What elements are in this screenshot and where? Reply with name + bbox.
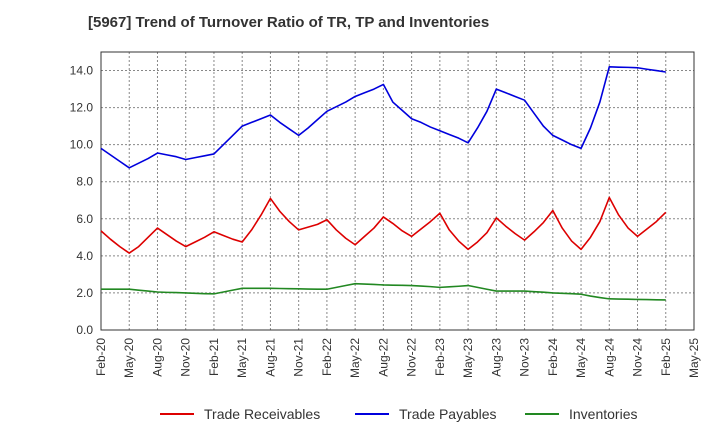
x-tick-label: Feb-22 [320,338,334,376]
x-tick-label: Feb-25 [659,338,673,376]
y-tick-label: 10.0 [70,138,94,152]
x-tick-label: Aug-24 [602,338,616,377]
x-tick-label: Feb-23 [433,338,447,376]
x-tick-label: May-20 [122,338,136,378]
grid-lines [100,52,695,331]
legend-label: Inventories [569,406,637,422]
series-line-trade-payables [100,66,666,169]
x-tick-label: Aug-23 [489,338,503,377]
x-tick-label: May-24 [574,338,588,378]
x-tick-label: May-25 [687,338,701,378]
y-tick-label: 4.0 [76,249,93,263]
series-lines [100,66,667,301]
x-tick-label: Feb-20 [94,338,108,376]
x-tick-label: Aug-22 [376,338,390,377]
series-line-inventories [101,282,666,301]
x-tick-label: Feb-24 [546,338,560,376]
x-tick-label: May-22 [348,338,362,378]
y-tick-label: 0.0 [76,323,93,337]
x-tick-label: Nov-24 [631,338,645,377]
y-tick-label: 14.0 [70,64,94,78]
y-tick-label: 2.0 [76,286,93,300]
legend-label: Trade Receivables [204,406,320,422]
series-line-trade-receivables [100,196,667,254]
x-tick-label: May-23 [461,338,475,378]
x-tick-label: Nov-22 [405,338,419,377]
y-tick-label: 6.0 [76,212,93,226]
x-tick-label: May-21 [235,338,249,378]
legend: Trade Receivables Trade Payables Inventori… [160,406,637,422]
plot-frame [100,51,695,331]
x-tick-label: Feb-21 [207,338,221,376]
x-tick-label: Aug-21 [263,338,277,377]
chart-title: [5967] Trend of Turnover Ratio of TR, TP… [88,14,490,31]
y-tick-label: 8.0 [76,175,93,189]
axes: 0.0 2.0 4.0 6.0 8.0 10.0 12.0 14.0 Feb-20 May-20 A… [70,51,701,378]
x-tick-label: Aug-20 [150,338,164,377]
legend-label: Trade Payables [399,406,497,422]
y-tick-label: 12.0 [70,101,94,115]
x-tick-label: Nov-20 [179,338,193,377]
x-tick-label: Nov-23 [518,338,532,377]
x-tick-label: Nov-21 [292,338,306,377]
